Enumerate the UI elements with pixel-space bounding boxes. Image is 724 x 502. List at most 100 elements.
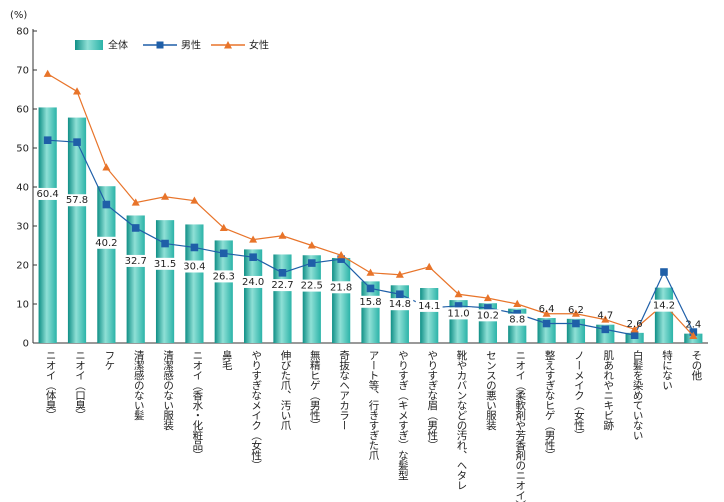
bar — [97, 186, 116, 343]
data-label: 14.1 — [418, 301, 440, 312]
female-point — [454, 290, 463, 298]
male-point — [366, 284, 375, 293]
data-label-bg — [415, 299, 443, 312]
female-point — [630, 325, 639, 333]
male-point — [73, 138, 81, 146]
category-label: ニオイ（柔軟剤や芳香剤のニオイ） — [514, 350, 526, 502]
data-label: 15.8 — [359, 297, 381, 308]
data-label-bg — [239, 275, 267, 288]
category-label: 特にない — [661, 350, 673, 390]
data-label: 57.8 — [66, 195, 88, 206]
male-point — [484, 304, 492, 312]
data-label: 8.8 — [509, 315, 525, 326]
legend-label-male: 男性 — [181, 39, 201, 52]
male-point — [102, 200, 111, 209]
data-label: 2.6 — [627, 319, 643, 330]
y-tick-label: 80 — [16, 27, 29, 38]
male-point — [278, 269, 287, 277]
female-point — [601, 315, 610, 323]
axes: 0 10 20 30 40 50 60 70 80 — [16, 27, 708, 350]
data-label-bg — [92, 236, 120, 249]
female-point — [395, 270, 404, 278]
female-point — [161, 192, 170, 200]
male-point — [308, 259, 316, 267]
y-tick-label: 30 — [16, 222, 29, 233]
category-label: 伸びた爪、汚い爪 — [279, 350, 291, 430]
female-point — [278, 231, 287, 239]
data-label-bg — [445, 307, 472, 320]
male-point — [219, 249, 228, 258]
bar — [155, 220, 175, 343]
category-label: その他 — [690, 350, 702, 381]
category-label: 白髪を染めていない — [632, 349, 644, 440]
data-label-bg — [386, 298, 414, 311]
female-point — [513, 299, 522, 307]
male-point — [131, 224, 140, 232]
data-label: 40.2 — [95, 238, 117, 249]
category-label: やりすぎ（キメすぎ）な髪型 — [397, 350, 409, 480]
y-axis-unit: (%) — [10, 10, 27, 21]
data-label: 30.4 — [183, 261, 205, 272]
data-labels: 60.4 57.8 40.2 32.7 31.5 30.4 26.3 24.0 22.7 22.5… — [34, 187, 701, 331]
data-label-bg — [357, 295, 384, 308]
female-point — [425, 262, 434, 270]
data-label: 60.4 — [37, 189, 59, 200]
data-label: 26.3 — [213, 271, 235, 282]
female-point — [366, 268, 375, 276]
female-line-series — [43, 69, 698, 339]
bar — [67, 117, 87, 343]
category-label: 無精ヒゲ（男性） — [309, 349, 321, 430]
data-label-bg — [327, 281, 355, 294]
data-label-bg — [151, 257, 179, 270]
category-label: やりすぎなメイク（女性） — [250, 350, 262, 470]
y-tick-label: 60 — [16, 105, 29, 116]
bar — [302, 255, 321, 343]
category-label: 整えすぎなヒゲ（男性） — [544, 349, 556, 460]
y-tick-label: 40 — [16, 183, 29, 194]
male-point — [601, 325, 610, 334]
data-label: 32.7 — [125, 256, 147, 267]
category-label: アート等、行きすぎた爪 — [368, 350, 380, 460]
female-point — [43, 69, 52, 77]
legend-label-total: 全体 — [108, 39, 128, 52]
category-label: 奇抜なヘアカラー — [338, 349, 350, 430]
female-point — [689, 331, 698, 339]
y-tick-label: 50 — [16, 144, 29, 155]
male-point — [337, 255, 345, 263]
bar — [420, 288, 439, 343]
male-point — [454, 302, 463, 310]
category-label: 鼻毛 — [221, 349, 233, 370]
bar — [332, 257, 351, 343]
category-label: 肌あれやニキビ跡 — [602, 350, 614, 431]
data-label: 21.8 — [330, 282, 352, 293]
male-point — [542, 319, 551, 328]
data-label-bg — [269, 279, 296, 292]
data-label-bg — [650, 299, 678, 312]
data-label-bg — [181, 260, 208, 273]
data-label-bg — [210, 270, 238, 283]
female-point — [219, 223, 228, 231]
data-label: 24.0 — [242, 277, 264, 288]
data-label-bg — [298, 279, 326, 292]
category-label: センスの悪い服装 — [485, 350, 497, 431]
female-point — [571, 309, 580, 317]
legend-marker-female — [224, 41, 232, 49]
category-label: 清潔感のない服装 — [162, 349, 174, 431]
legend-label-female: 女性 — [249, 39, 269, 52]
y-tick-label: 20 — [16, 261, 29, 272]
bar — [654, 287, 674, 343]
bar — [273, 254, 292, 343]
category-label: 靴やカバンなどの汚れ、ヘタレ — [456, 349, 468, 490]
female-point — [102, 163, 111, 171]
female-point — [307, 241, 316, 249]
male-point — [43, 136, 52, 144]
male-point — [396, 290, 404, 299]
bar — [596, 324, 615, 343]
male-point — [161, 239, 169, 248]
bar — [537, 318, 556, 343]
male-point — [630, 331, 639, 339]
data-label: 22.7 — [271, 280, 293, 291]
y-tick-label: 10 — [16, 300, 29, 311]
category-label: フケ — [103, 350, 115, 370]
